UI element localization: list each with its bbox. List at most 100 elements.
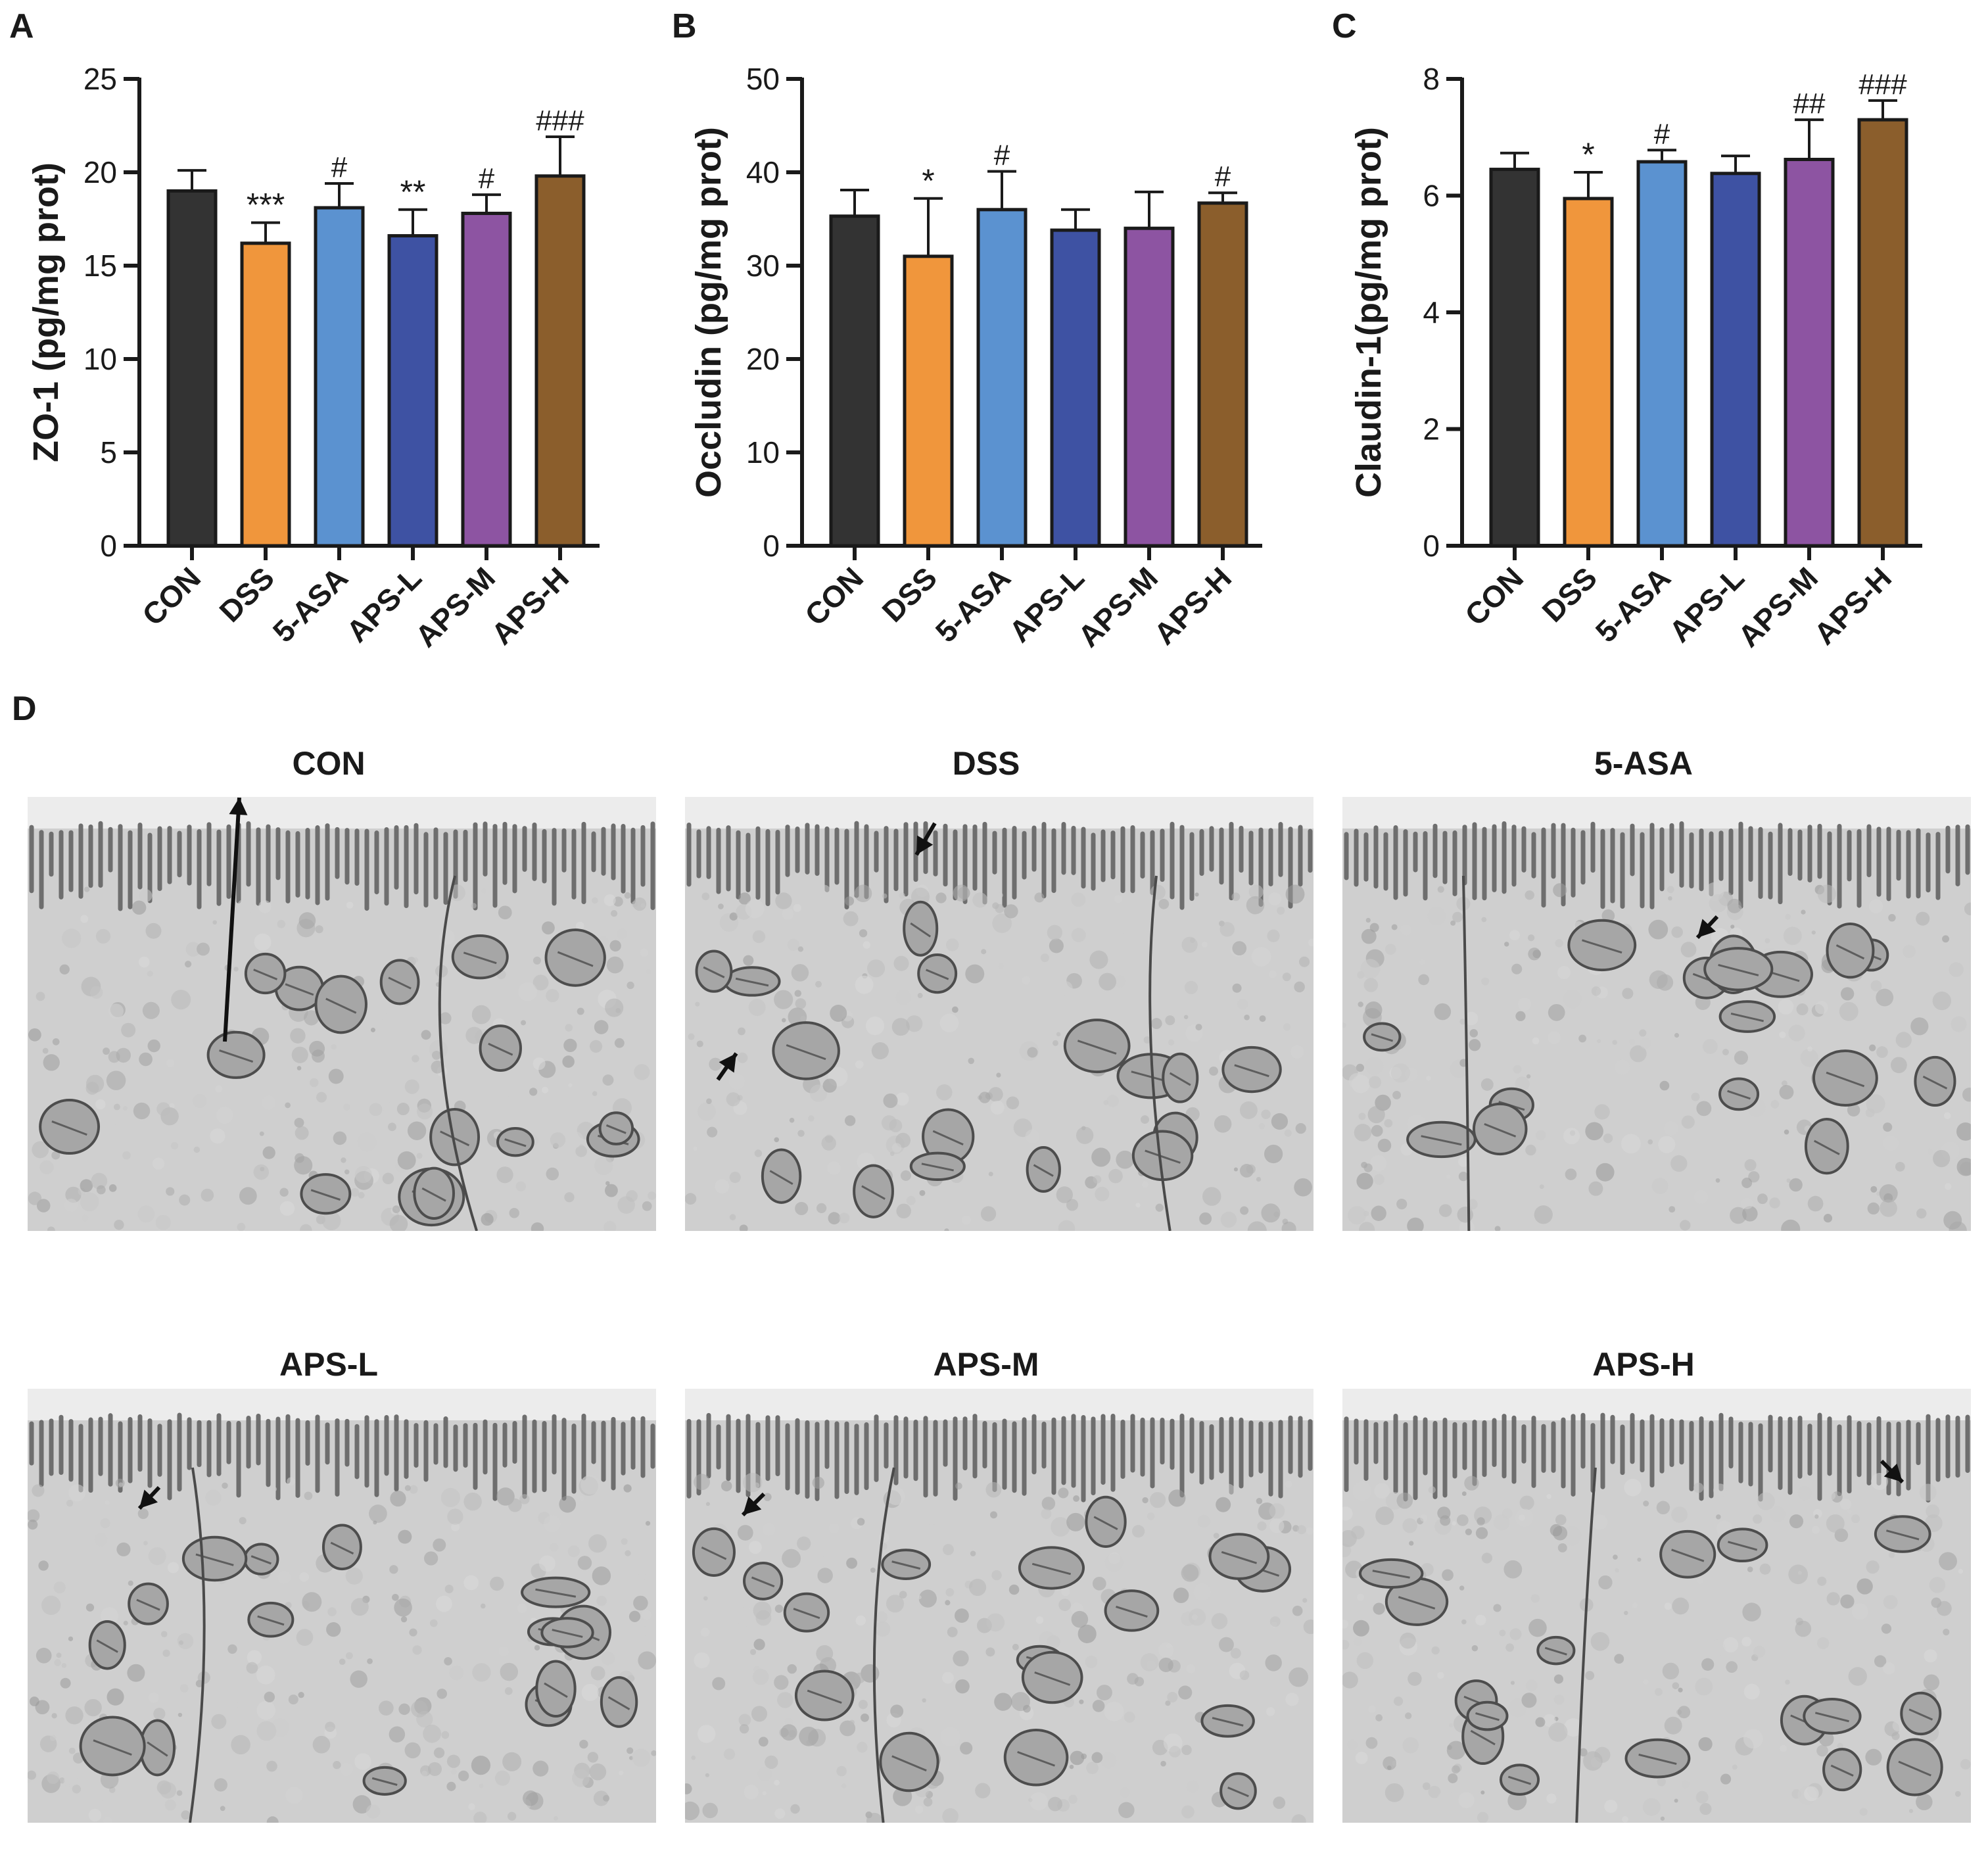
chart-c-xtick-label-4: APS-M xyxy=(1731,560,1824,654)
chart-c-bar-5 xyxy=(1857,118,1908,548)
chart-c-ytick-label-0: 0 xyxy=(1423,529,1440,563)
em-texture-aps-h-lumen xyxy=(1342,1389,1971,1420)
em-title-aps-l: APS-L xyxy=(279,1346,378,1383)
chart-a-annotation-2: # xyxy=(331,151,348,183)
em-texture-aps-l-lumen xyxy=(28,1389,656,1420)
em-image-aps-h xyxy=(1342,1389,1971,1823)
chart-b-annotation-2: # xyxy=(994,139,1010,172)
em-texture-5asa-cytoplasm xyxy=(1342,882,1971,1231)
chart-c-xtick-label-2: 5-ASA xyxy=(1589,560,1677,648)
chart-c-bar-0 xyxy=(1489,168,1540,548)
chart-c-bar-4 xyxy=(1784,157,1835,548)
em-image-dss xyxy=(685,797,1314,1231)
chart-b-ytick-label-0: 0 xyxy=(763,529,780,563)
chart-a-xtick-label-0: CON xyxy=(135,560,207,632)
chart-a-ytick-label-3: 15 xyxy=(83,249,117,283)
em-image-5asa xyxy=(1342,797,1971,1231)
chart-c-xtick-label-0: CON xyxy=(1458,560,1530,632)
chart-b-ytick-label-3: 30 xyxy=(746,249,780,283)
em-texture-dss-arrow-0 xyxy=(914,822,937,856)
chart-a-bar-1 xyxy=(240,241,291,548)
em-texture-aps-h-mitochondria xyxy=(1358,1515,1943,1796)
chart-a-xtick-label-1: DSS xyxy=(212,560,281,629)
panel-letter-d: D xyxy=(12,690,37,728)
em-texture-5asa-lumen xyxy=(1342,797,1971,829)
chart-c-claudin1: 0 2 4 6 8 Claudin-1(pg/mg prot) CON * DSS #5-ASA A… xyxy=(1349,62,1922,654)
em-texture-con-arrow-0 xyxy=(223,797,248,1042)
em-texture-con xyxy=(28,797,656,1231)
chart-b-xtick-label-0: CON xyxy=(798,560,870,632)
em-texture-aps-h-microvilli xyxy=(1344,1412,1970,1502)
em-texture-aps-m xyxy=(685,1389,1314,1823)
panel-letter-a: A xyxy=(9,7,34,45)
em-texture-aps-l-microvilli xyxy=(29,1412,655,1501)
chart-a-xtick-label-5: APS-H xyxy=(485,560,575,651)
chart-a-xtick-label-2: 5-ASA xyxy=(266,560,354,648)
chart-a-ytick-label-2: 10 xyxy=(83,342,117,376)
chart-b-ytick-label-5: 50 xyxy=(746,62,780,96)
em-texture-5asa-arrow-0 xyxy=(1695,915,1719,940)
em-texture-aps-m-membrane xyxy=(872,1467,895,1823)
chart-c-xtick-label-1: DSS xyxy=(1535,560,1603,629)
em-title-aps-h: APS-H xyxy=(1592,1346,1695,1383)
em-title-aps-m: APS-M xyxy=(933,1346,1039,1383)
chart-c-ytick-label-4: 8 xyxy=(1423,62,1440,96)
panel-letter-c: C xyxy=(1332,7,1357,45)
em-texture-con-membrane xyxy=(438,875,479,1231)
chart-b-bar-4 xyxy=(1124,226,1175,548)
chart-c-ytick-label-1: 2 xyxy=(1423,412,1440,446)
em-title-5asa: 5-ASA xyxy=(1594,745,1693,782)
panel-letter-b: B xyxy=(672,7,697,45)
chart-b-ytick-label-2: 20 xyxy=(746,342,780,376)
chart-c-ylabel: Claudin-1(pg/mg prot) xyxy=(1349,127,1388,498)
chart-c-ytick-label-3: 6 xyxy=(1423,179,1440,213)
chart-b-annotation-5: # xyxy=(1215,160,1231,193)
chart-a-xtick-label-4: APS-M xyxy=(408,560,502,654)
em-image-aps-m xyxy=(685,1389,1314,1823)
chart-c-bar-3 xyxy=(1710,172,1761,548)
chart-b-ytick-label-4: 40 xyxy=(746,155,780,189)
chart-a-annotation-4: # xyxy=(479,162,495,195)
chart-c-bar-1 xyxy=(1563,197,1614,548)
em-texture-con-mitochondria xyxy=(39,928,640,1227)
chart-b-ytick-label-1: 10 xyxy=(746,435,780,469)
em-image-con xyxy=(28,797,656,1231)
chart-a-bar-3 xyxy=(387,234,438,548)
chart-b-bar-1 xyxy=(903,254,954,548)
chart-b-bar-0 xyxy=(829,214,880,548)
chart-b-xtick-label-2: 5-ASA xyxy=(929,560,1017,648)
em-texture-aps-m-arrow-0 xyxy=(741,1492,766,1517)
em-texture-aps-l-membrane xyxy=(189,1467,206,1823)
chart-b-annotation-1: * xyxy=(922,162,934,199)
em-title-dss: DSS xyxy=(952,745,1020,782)
chart-a-ylabel: ZO-1 (pg/mg prot) xyxy=(26,162,66,462)
em-image-aps-l xyxy=(28,1389,656,1823)
em-texture-5asa-membrane xyxy=(1461,875,1471,1231)
em-texture-dss-microvilli xyxy=(686,821,1313,910)
em-texture-5asa xyxy=(1342,797,1971,1231)
chart-a-zo1: 0 5 10 15 20 25 ZO-1 (pg/mg prot) CON *** DSS #5-A… xyxy=(26,62,600,654)
em-texture-aps-l-arrow-0 xyxy=(137,1485,161,1510)
em-texture-dss-arrow-1 xyxy=(716,1052,738,1081)
chart-b-xtick-label-4: APS-M xyxy=(1071,560,1164,654)
chart-b-bar-5 xyxy=(1197,201,1248,548)
chart-b-bar-2 xyxy=(976,208,1028,548)
em-texture-dss-lumen xyxy=(685,797,1314,829)
chart-c-bar-2 xyxy=(1636,160,1688,548)
chart-c-annotation-1: * xyxy=(1582,136,1594,173)
chart-a-annotation-1: *** xyxy=(247,187,285,224)
chart-a-ytick-label-5: 25 xyxy=(83,62,117,96)
em-texture-aps-l xyxy=(28,1389,656,1823)
chart-a-bar-4 xyxy=(461,211,512,548)
em-texture-dss-membrane xyxy=(1148,875,1172,1231)
chart-c-annotation-4: ## xyxy=(1793,87,1826,120)
em-texture-5asa-microvilli xyxy=(1344,821,1970,909)
em-texture-aps-m-mitochondria xyxy=(692,1495,1292,1810)
em-title-con: CON xyxy=(292,745,366,782)
chart-a-ytick-label-4: 20 xyxy=(83,155,117,189)
em-texture-dss-mitochondria xyxy=(695,900,1282,1218)
chart-a-bar-5 xyxy=(534,174,586,548)
chart-c-annotation-5: ### xyxy=(1858,68,1907,101)
em-texture-aps-l-mitochondria xyxy=(79,1524,638,1796)
chart-c-ytick-label-2: 4 xyxy=(1423,295,1440,329)
